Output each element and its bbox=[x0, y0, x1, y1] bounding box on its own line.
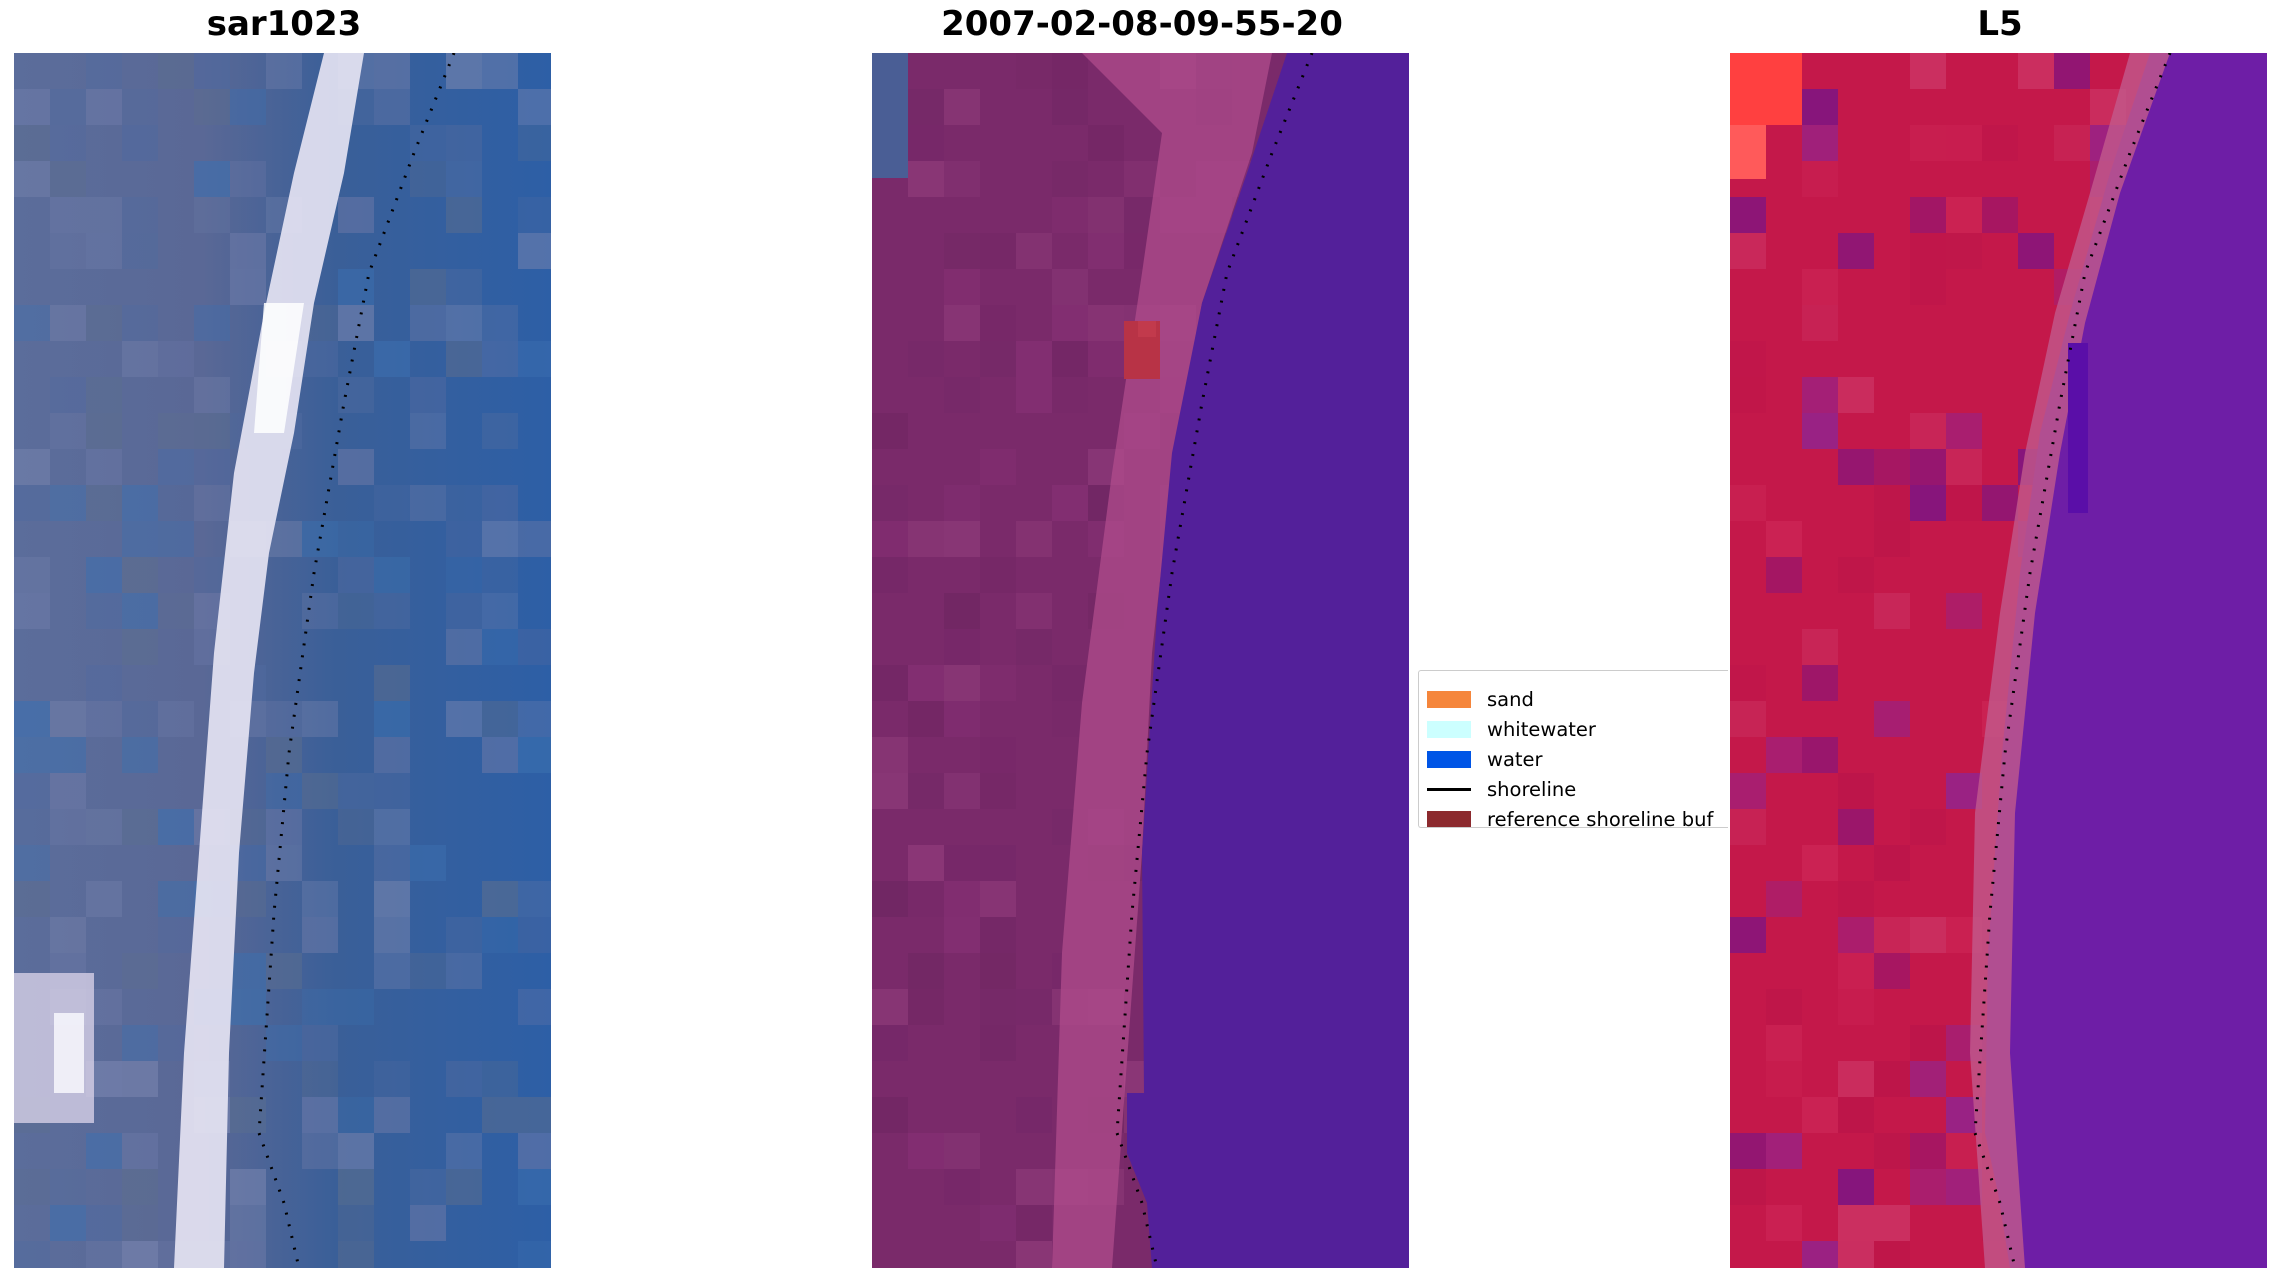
panel-title-index: L5 bbox=[1977, 4, 2023, 44]
legend: sand whitewater water shoreline referenc… bbox=[1418, 670, 1728, 828]
legend-label-whitewater: whitewater bbox=[1487, 717, 1596, 741]
legend-label-sand: sand bbox=[1487, 687, 1534, 711]
classified-image-panel bbox=[872, 53, 1409, 1268]
classified-image bbox=[872, 53, 1409, 1268]
legend-item-shoreline: shoreline bbox=[1427, 776, 1576, 802]
legend-item-whitewater: whitewater bbox=[1427, 716, 1596, 742]
shoreline-line-icon bbox=[1427, 787, 1471, 791]
index-image-panel bbox=[1730, 53, 2267, 1268]
shoreline-line bbox=[1115, 53, 1314, 1268]
panel-title-rgb: sar1023 bbox=[206, 4, 362, 44]
panel-title-classified: 2007-02-08-09-55-20 bbox=[941, 4, 1343, 44]
legend-label-water: water bbox=[1487, 747, 1543, 771]
legend-item-sand: sand bbox=[1427, 686, 1534, 712]
rgb-image-panel bbox=[14, 53, 551, 1268]
shoreline-line bbox=[257, 53, 456, 1268]
water-swatch bbox=[1427, 750, 1471, 768]
rgb-image bbox=[14, 53, 551, 1268]
shoreline-line bbox=[1973, 53, 2172, 1268]
legend-item-water: water bbox=[1427, 746, 1543, 772]
legend-label-shoreline: shoreline bbox=[1487, 777, 1577, 801]
reference-buffer-swatch bbox=[1427, 810, 1471, 827]
legend-label-reference-buffer: reference shoreline buf bbox=[1487, 807, 1714, 828]
sand-swatch bbox=[1427, 690, 1471, 708]
index-image bbox=[1730, 53, 2267, 1268]
whitewater-swatch bbox=[1427, 720, 1471, 738]
legend-item-reference-buffer: reference shoreline buf bbox=[1427, 806, 1714, 828]
water-class-region bbox=[1127, 53, 1409, 1268]
